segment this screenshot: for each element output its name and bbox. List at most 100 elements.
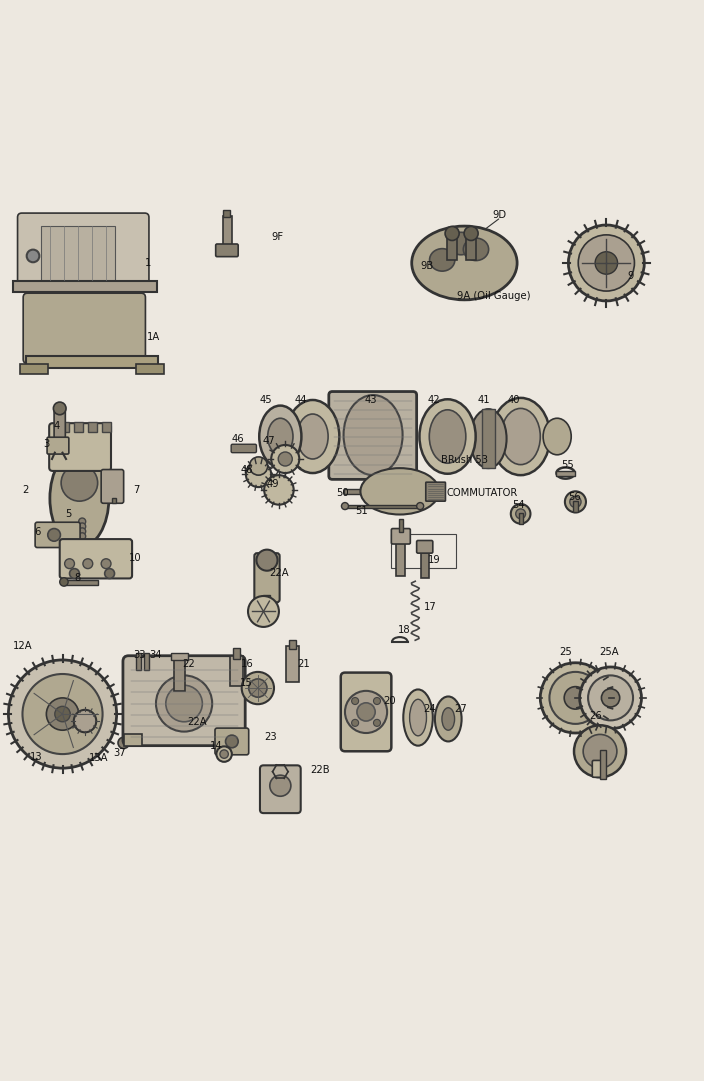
Circle shape [46, 698, 79, 730]
Bar [286, 645, 299, 682]
Circle shape [583, 734, 617, 769]
Ellipse shape [268, 418, 293, 455]
Text: 41: 41 [477, 395, 490, 405]
Text: 9A (Oil Gauge): 9A (Oil Gauge) [458, 291, 531, 301]
Bar [263, 595, 270, 602]
Text: 34: 34 [150, 650, 162, 660]
Text: 26: 26 [589, 711, 602, 721]
FancyBboxPatch shape [49, 423, 111, 471]
Bar [466, 235, 477, 261]
Text: 22A: 22A [269, 568, 289, 578]
Text: 3: 3 [43, 439, 49, 449]
Circle shape [65, 559, 75, 569]
Text: 50: 50 [337, 488, 349, 497]
FancyBboxPatch shape [341, 672, 391, 751]
Ellipse shape [501, 409, 540, 465]
Bar [20, 364, 49, 374]
Bar [391, 534, 456, 568]
Text: 54: 54 [513, 501, 524, 510]
Text: 21: 21 [297, 659, 310, 669]
Text: 16: 16 [241, 659, 253, 669]
Circle shape [220, 750, 228, 758]
Bar [223, 211, 230, 217]
Text: 25A: 25A [599, 646, 619, 656]
Ellipse shape [297, 414, 328, 459]
Text: 46: 46 [231, 435, 244, 444]
Text: 10: 10 [129, 553, 142, 563]
Circle shape [464, 226, 478, 240]
Bar [399, 520, 403, 532]
Ellipse shape [448, 232, 474, 255]
Circle shape [105, 569, 115, 578]
Circle shape [79, 523, 86, 530]
Bar [124, 734, 142, 746]
Ellipse shape [61, 465, 98, 502]
Bar [344, 505, 422, 508]
Bar [42, 226, 115, 281]
Ellipse shape [543, 418, 571, 455]
FancyBboxPatch shape [417, 540, 433, 553]
FancyBboxPatch shape [260, 765, 301, 813]
Ellipse shape [412, 226, 517, 299]
Circle shape [54, 402, 66, 415]
Text: 22A: 22A [187, 717, 206, 726]
Bar [174, 657, 184, 691]
Ellipse shape [470, 409, 507, 468]
Text: 47: 47 [262, 437, 275, 446]
Bar [112, 498, 116, 504]
FancyBboxPatch shape [54, 409, 65, 438]
Circle shape [565, 492, 586, 512]
Ellipse shape [442, 708, 455, 730]
Text: 43: 43 [365, 395, 377, 405]
FancyBboxPatch shape [101, 469, 124, 504]
Bar [230, 656, 243, 686]
Circle shape [373, 719, 380, 726]
Bar [222, 216, 232, 246]
FancyBboxPatch shape [60, 539, 132, 578]
Ellipse shape [429, 410, 466, 464]
Ellipse shape [403, 690, 433, 746]
Circle shape [341, 503, 348, 509]
Circle shape [101, 559, 111, 569]
Circle shape [166, 685, 202, 722]
FancyBboxPatch shape [215, 244, 238, 256]
Text: 4: 4 [54, 421, 60, 431]
Text: 17: 17 [424, 601, 436, 612]
Bar [13, 281, 158, 292]
Text: BRush 53: BRush 53 [441, 455, 488, 466]
Circle shape [248, 596, 279, 627]
Bar [136, 364, 164, 374]
Text: 18: 18 [398, 626, 410, 636]
Text: 12A: 12A [13, 641, 33, 651]
Circle shape [417, 503, 424, 509]
FancyBboxPatch shape [231, 444, 256, 453]
Text: 56: 56 [568, 492, 582, 502]
Circle shape [79, 518, 86, 525]
Circle shape [55, 706, 70, 722]
Circle shape [351, 719, 358, 726]
Bar [60, 423, 69, 432]
Text: 9: 9 [627, 271, 634, 281]
Circle shape [60, 577, 68, 586]
FancyBboxPatch shape [426, 482, 446, 502]
Bar [519, 513, 523, 523]
Bar [74, 423, 83, 432]
Bar [224, 734, 242, 746]
Bar [555, 471, 575, 476]
Ellipse shape [435, 696, 462, 742]
Circle shape [351, 697, 358, 705]
Text: 25: 25 [559, 646, 572, 656]
Ellipse shape [410, 699, 427, 736]
FancyBboxPatch shape [47, 437, 69, 454]
Ellipse shape [429, 249, 455, 271]
Circle shape [70, 569, 80, 578]
Bar [88, 423, 97, 432]
Ellipse shape [50, 450, 109, 547]
Circle shape [118, 737, 130, 748]
Text: 14: 14 [210, 742, 222, 751]
Circle shape [225, 735, 238, 748]
Text: 8: 8 [75, 573, 81, 584]
Circle shape [27, 250, 39, 263]
Text: 6: 6 [34, 528, 41, 537]
Ellipse shape [420, 399, 476, 473]
